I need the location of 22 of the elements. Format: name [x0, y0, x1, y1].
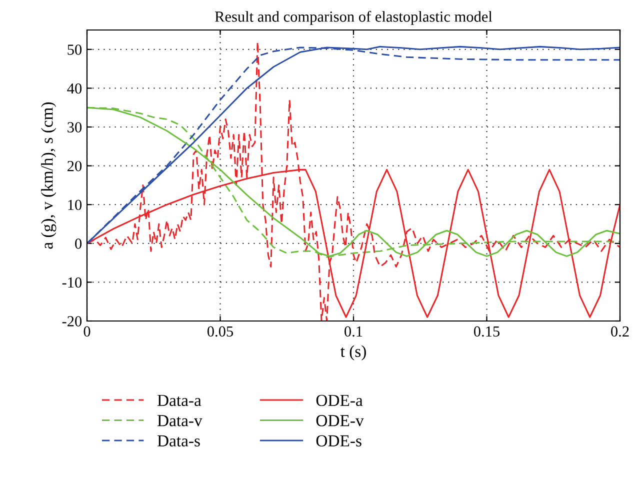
- y-tick-label: 40: [67, 83, 82, 94]
- x-tick-label: 0: [84, 326, 90, 337]
- y-tick-label: 50: [68, 44, 82, 55]
- legend-label: Data-s: [157, 435, 200, 446]
- y-axis-title: a (g), v (km/h), s (cm): [41, 102, 56, 249]
- y-tick-label: 10: [68, 200, 82, 210]
- chart-title: Result and comparison of elastoplastic model: [214, 10, 492, 25]
- legend-label: ODE-v: [316, 415, 364, 426]
- legend-label: ODE-a: [316, 394, 363, 406]
- x-tick-label: 0.1: [344, 326, 362, 337]
- legend-label: Data-a: [157, 394, 202, 406]
- x-tick-label: 0.05: [207, 326, 234, 337]
- y-tick-label: 0: [75, 238, 82, 249]
- legend-label: ODE-s: [316, 435, 362, 446]
- x-tick-label: 0.2: [611, 326, 629, 337]
- y-tick-label: -20: [62, 316, 82, 326]
- y-tick-label: -10: [62, 277, 82, 288]
- x-tick-label: 0.15: [474, 326, 500, 337]
- legend-label: Data-v: [157, 415, 202, 426]
- y-tick-label: 30: [68, 122, 82, 132]
- y-tick-label: 20: [68, 160, 82, 172]
- x-axis-title: t (s): [340, 345, 366, 360]
